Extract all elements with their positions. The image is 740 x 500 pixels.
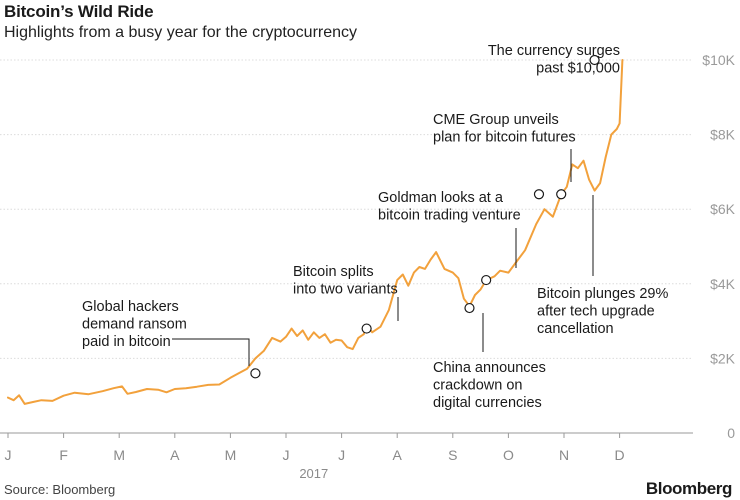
annotation-label-line: Global hackers — [82, 299, 179, 315]
annotation-label-line: The currency surges — [488, 43, 620, 59]
annotation-label-line: cancellation — [537, 321, 614, 337]
annotation-label-line: past $10,000 — [536, 61, 620, 77]
annotation-marker — [464, 302, 475, 314]
price-line — [7, 59, 624, 405]
annotations: Global hackers demand ransom paid in bitco… — [82, 43, 668, 411]
annotation-label: Global hackers demand ransom paid in bitco… — [82, 299, 187, 350]
x-tick-label: J — [283, 447, 290, 463]
y-tick-label: $4K — [710, 276, 736, 292]
annotation-label: CME Group unveils plan for bitcoin future… — [433, 112, 576, 146]
y-tick-label: $10K — [702, 52, 735, 68]
annotation-label-line: Goldman looks at a — [378, 190, 504, 206]
x-tick-label: J — [338, 447, 345, 463]
annotation-label-line: plan for bitcoin futures — [433, 130, 576, 146]
annotation-label: The currency surges past $10,000 — [488, 43, 620, 77]
annotation-label: Bitcoin plunges 29% after tech upgrade can… — [537, 286, 668, 337]
year-label: 2017 — [299, 466, 328, 481]
annotation-label-line: into two variants — [293, 282, 398, 298]
annotation-marker — [589, 54, 600, 66]
y-tick-label: $8K — [710, 127, 736, 143]
annotation-marker — [481, 274, 492, 286]
annotation-label: Bitcoin splits into two variants — [293, 264, 398, 298]
annotation-label-line: crackdown on — [433, 378, 522, 394]
annotation-label: China announces crackdown on digital curre… — [433, 360, 546, 411]
x-tick-label: J — [5, 447, 12, 463]
annotation-label-line: CME Group unveils — [433, 112, 559, 128]
x-tick-label: N — [559, 447, 569, 463]
x-tick-label: O — [503, 447, 514, 463]
chart-title: Bitcoin’s Wild Ride — [4, 2, 154, 21]
annotation-leader — [172, 338, 250, 366]
y-axis-tick-labels: 0 $2K $4K $6K $8K $10K — [702, 52, 735, 441]
x-tick-label: D — [615, 447, 625, 463]
x-tick-label: A — [393, 447, 403, 463]
annotation-marker — [556, 189, 567, 200]
annotation-label-line: Bitcoin plunges 29% — [537, 286, 668, 302]
annotation-label-line: after tech upgrade — [537, 304, 655, 320]
annotation-label-line: digital currencies — [433, 395, 542, 411]
y-tick-label: 0 — [727, 425, 735, 441]
bloomberg-logo: Bloomberg — [645, 479, 733, 498]
x-tick-label: F — [59, 447, 68, 463]
price-series — [7, 59, 624, 405]
x-axis-tick-labels: J F M A M J J A S O N D 2017 — [5, 433, 625, 481]
y-tick-label: $2K — [710, 350, 736, 366]
annotation-label-line: China announces — [433, 360, 546, 376]
annotation-label-line: paid in bitcoin — [82, 334, 171, 350]
annotation-marker — [533, 189, 545, 200]
annotation-label-line: bitcoin trading venture — [378, 208, 521, 224]
annotation-label-line: Bitcoin splits — [293, 264, 374, 280]
x-tick-label: A — [170, 447, 180, 463]
source-note: Source: Bloomberg — [4, 482, 116, 497]
annotation-label-line: demand ransom — [82, 317, 187, 333]
gridlines — [0, 59, 693, 434]
annotation-marker — [361, 323, 372, 334]
x-tick-label: M — [225, 447, 237, 463]
chart-subtitle: Highlights from a busy year for the cryp… — [4, 24, 358, 41]
x-tick-label: M — [113, 447, 125, 463]
y-tick-label: $6K — [710, 201, 736, 217]
annotation-marker — [250, 368, 261, 379]
annotation-label: Goldman looks at a bitcoin trading ventur… — [378, 190, 521, 224]
x-tick-label: S — [448, 447, 457, 463]
